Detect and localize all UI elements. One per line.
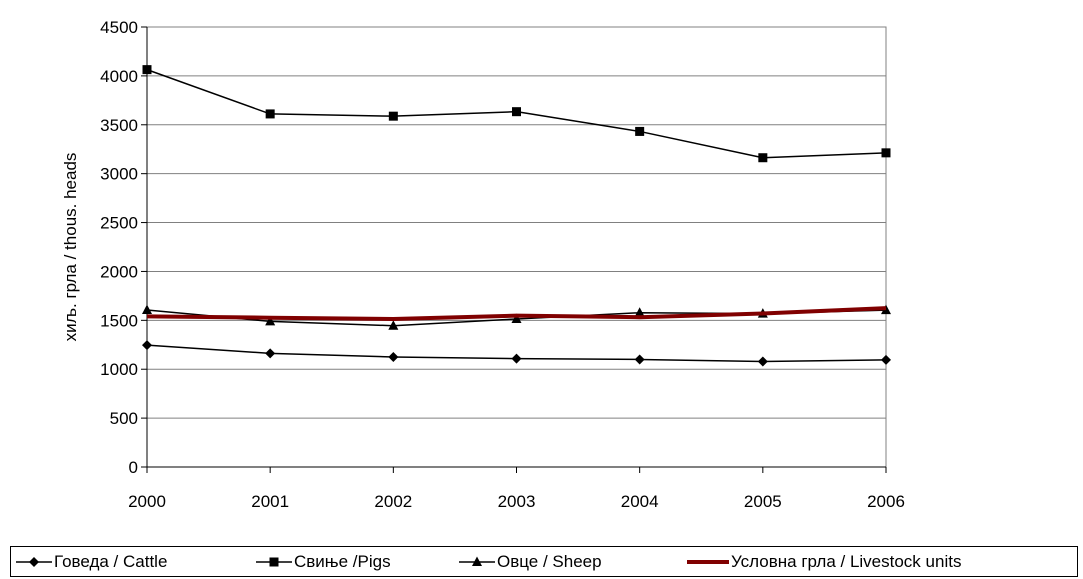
x-tick-label: 2002 <box>374 492 412 511</box>
legend-swatch <box>687 560 729 564</box>
legend-label: Овце / Sheep <box>497 552 602 571</box>
x-tick-label: 2006 <box>867 492 905 511</box>
x-tick-label: 2004 <box>621 492 659 511</box>
legend-label: Говеда / Cattle <box>54 552 168 571</box>
y-tick-label: 4500 <box>100 18 138 37</box>
series-line <box>146 306 887 321</box>
y-tick-label: 1500 <box>100 311 138 330</box>
x-tick-labels: 2000 2001 2002 2003 2004 2005 2006 <box>128 492 905 511</box>
y-tick-label: 4000 <box>100 67 138 86</box>
x-tick-label: 2000 <box>128 492 166 511</box>
data-point <box>142 65 152 75</box>
series-3 <box>146 306 887 321</box>
y-tick-label: 2000 <box>100 262 138 281</box>
data-point <box>511 313 522 323</box>
data-point <box>388 111 398 121</box>
series-1 <box>142 65 891 163</box>
data-point <box>142 340 152 351</box>
data-point <box>758 153 768 163</box>
plot-area-border <box>146 26 887 468</box>
legend-label: Свиње /Pigs <box>294 552 391 571</box>
x-tick-label: 2001 <box>251 492 289 511</box>
data-point <box>265 315 276 326</box>
legend-swatch <box>256 557 292 567</box>
data-point <box>634 354 645 365</box>
legend-marker <box>269 557 279 567</box>
y-tick-label: 500 <box>110 409 138 428</box>
legend-swatch <box>459 556 495 566</box>
legend-marker <box>29 557 39 567</box>
data-point <box>881 354 891 365</box>
data-point <box>388 320 399 330</box>
legend-label: Условна грла / Livestock units <box>731 552 962 571</box>
y-tick-label: 1000 <box>100 360 138 379</box>
data-point <box>512 107 521 117</box>
legend: Говеда / Cattle Свиње /Pigs Овце / Sheep Ус… <box>10 546 1078 577</box>
legend-swatch <box>16 557 52 567</box>
data-point <box>635 126 645 136</box>
y-tick-label: 2500 <box>100 214 138 233</box>
data-point <box>142 304 152 314</box>
data-point <box>388 352 399 362</box>
y-tick-label: 3500 <box>100 116 138 135</box>
legend-marker <box>472 556 482 566</box>
series-lines <box>142 65 891 367</box>
y-tick-label: 0 <box>129 458 138 477</box>
y-tick-labels: 0 500 1000 1500 2000 2500 3000 3500 4000 4500 <box>100 18 138 477</box>
y-axis-title: хиљ. грла / thous. heads <box>61 153 80 342</box>
data-point <box>265 109 275 119</box>
x-tick-label: 2003 <box>498 492 536 511</box>
line-chart: 0 500 1000 1500 2000 2500 3000 3500 4000 4500 200… <box>61 18 905 511</box>
x-tick-label: 2005 <box>744 492 782 511</box>
axes <box>141 26 887 473</box>
data-point <box>511 353 522 364</box>
data-point <box>881 148 891 158</box>
series-0 <box>142 340 891 367</box>
data-point <box>757 356 768 367</box>
y-tick-label: 3000 <box>100 165 138 184</box>
data-point <box>634 307 645 317</box>
data-point <box>265 348 276 359</box>
